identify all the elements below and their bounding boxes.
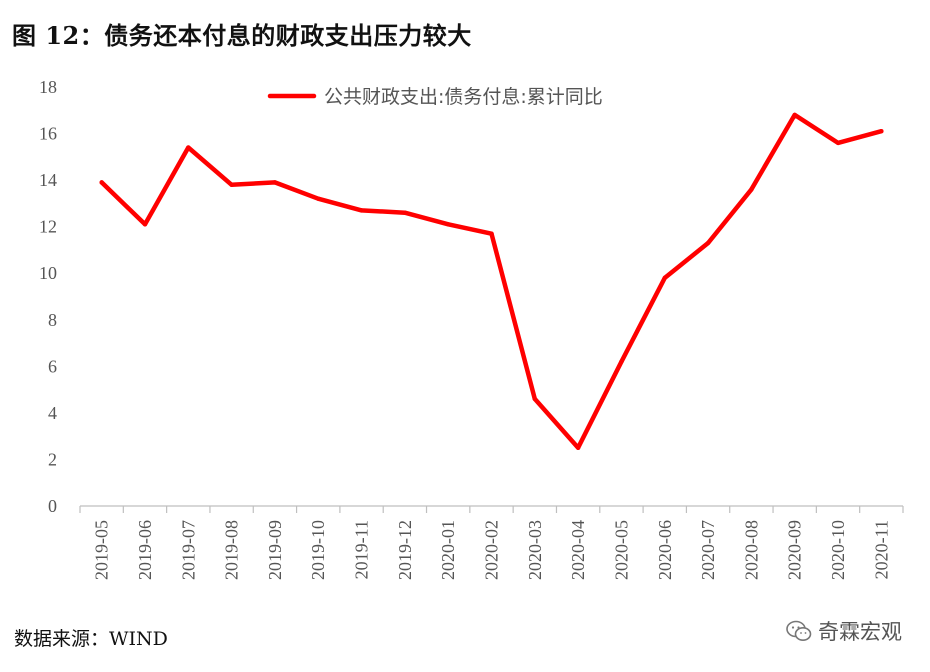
data-point: [619, 359, 624, 364]
x-tick-label: 2020-03: [525, 520, 545, 580]
x-tick-label: 2020-11: [871, 520, 891, 579]
data-point: [879, 129, 884, 134]
data-point: [142, 222, 148, 227]
x-tick-label: 2020-05: [611, 520, 631, 580]
y-tick-label: 8: [48, 310, 57, 330]
y-tick-label: 2: [48, 449, 57, 469]
y-tick-label: 14: [39, 170, 57, 190]
x-tick-label: 2020-07: [698, 520, 718, 580]
data-point: [575, 445, 581, 451]
series-lines: [99, 112, 884, 451]
data-point: [229, 182, 234, 187]
x-tick-label: 2020-10: [828, 520, 848, 580]
data-point: [445, 222, 451, 227]
x-tick-label: 2020-04: [568, 520, 588, 580]
figure-title: 图 12：债务还本付息的财政支出压力较大: [12, 21, 472, 50]
x-tick-label: 2019-12: [395, 520, 415, 580]
data-point: [749, 187, 754, 192]
source-note: 数据来源：WIND: [14, 628, 168, 650]
data-point: [186, 145, 191, 150]
y-tick-label: 4: [48, 403, 57, 423]
y-tick-label: 12: [39, 217, 57, 237]
data-point: [705, 240, 711, 246]
x-tick-label: 2020-09: [785, 520, 805, 580]
x-tick-label: 2019-07: [178, 520, 198, 580]
data-point: [532, 396, 538, 402]
data-point: [489, 231, 494, 236]
x-tick-label: 2019-11: [352, 520, 372, 579]
y-tick-label: 10: [39, 263, 57, 283]
watermark-text: 奇霖宏观: [818, 620, 902, 644]
data-point: [99, 180, 104, 185]
y-axis-ticks: 0 2 4 6 8 10 12 14 16 18: [39, 77, 57, 516]
x-tick-label: 2019-09: [265, 520, 285, 580]
x-tick-label: 2020-01: [438, 520, 458, 580]
x-tick-label: 2019-05: [92, 520, 112, 580]
wechat-icon: [786, 620, 812, 641]
y-tick-label: 18: [39, 77, 57, 97]
legend: 公共财政支出:债务付息:累计同比: [267, 86, 603, 108]
data-point: [359, 208, 364, 213]
watermark: 奇霖宏观: [786, 616, 902, 646]
x-axis: 2019-05 2019-06 2019-07 2019-08 2019-09 2019-…: [79, 505, 904, 580]
data-point: [792, 112, 797, 118]
y-tick-label: 16: [39, 124, 57, 144]
y-tick-label: 0: [48, 496, 57, 516]
data-point: [272, 180, 278, 185]
y-tick-label: 6: [48, 356, 57, 376]
x-tick-label: 2019-10: [308, 520, 328, 580]
x-tick-label: 2020-08: [741, 520, 761, 580]
data-point: [402, 210, 408, 215]
x-tick-label: 2019-08: [222, 520, 242, 580]
x-tick-label: 2019-06: [135, 520, 155, 580]
legend-label: 公共财政支出:债务付息:累计同比: [324, 86, 603, 108]
series-line: [99, 112, 884, 451]
data-point: [835, 140, 841, 146]
data-point: [662, 275, 667, 281]
data-point: [316, 196, 321, 201]
x-tick-label: 2020-02: [482, 520, 502, 580]
x-tick-label: 2020-06: [655, 520, 675, 580]
